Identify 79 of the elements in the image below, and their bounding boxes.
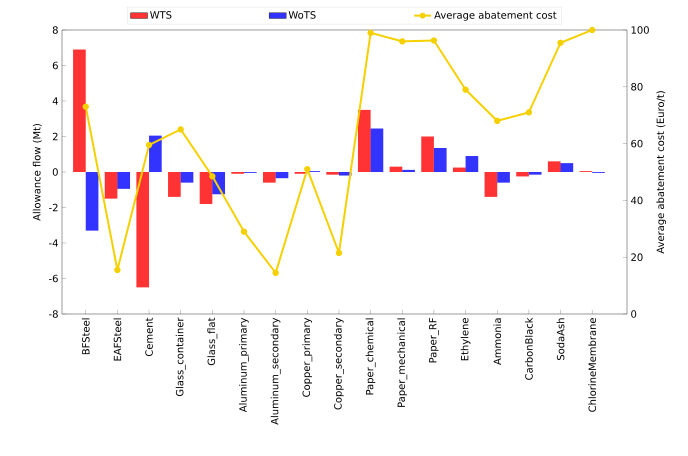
legend-label: WoTS [288,11,316,19]
x-tick-label: SodaAsh [556,318,564,360]
y-tick-label: -2 [49,204,58,212]
point [304,166,311,172]
bar [104,172,118,199]
bar [548,161,561,172]
y-tick-label: -8 [49,310,58,318]
point [526,109,532,116]
point [114,266,121,274]
y-tick-label: 0 [52,168,58,176]
y-tick-label: 2 [52,132,58,140]
x-tick-label: Glass_container [176,318,186,396]
bar [86,172,98,231]
bar [73,50,86,172]
point [178,126,184,133]
point [430,37,438,44]
point [588,26,596,34]
point [399,38,406,45]
y2-tick-label: 40 [631,196,643,204]
legend-label: WTS [150,11,172,19]
x-tick-label: Paper_RF [429,318,439,362]
y2-tick-label: 80 [631,83,643,91]
y-axis-title: Allowance flow (Mt) [32,124,42,221]
legend-label: Average abatement cost [434,11,556,21]
point [336,250,342,256]
bar [466,156,478,172]
y2-axis-title: Average abatement cost (Euro/t) [656,91,666,254]
bar [516,172,529,176]
bar [326,172,339,175]
y-tick-label: -4 [49,239,58,247]
y-tick-label: -6 [49,274,58,282]
y-tick-label: 6 [52,62,58,70]
y-tick-label: 8 [52,26,58,34]
bar [390,166,402,172]
x-tick-label: Copper_secondary [334,318,344,410]
x-tick-label: Glass_flat [207,318,218,366]
y2-tick-label: 100 [632,26,649,34]
point [272,270,279,276]
bar [358,110,371,172]
bar [180,172,194,183]
bar [452,168,466,172]
bar [276,172,288,178]
x-tick-label: Aluminum_primary [239,318,249,412]
bar [421,136,434,172]
point [146,142,152,148]
x-tick-label: Cement [145,318,153,356]
bar [560,163,574,172]
x-tick-label: ChlorineMembrane [588,318,596,412]
bar [497,172,510,183]
x-tick-label: Ammonia [493,318,502,365]
point [367,30,374,36]
bar [484,172,498,197]
bar [528,172,542,175]
bar [262,172,276,183]
x-tick-label: Paper_chemical [366,318,376,394]
bar [434,148,447,172]
x-tick-label: Paper_mechanical [397,318,408,407]
point [82,103,89,110]
y2-tick-label: 60 [631,140,643,148]
x-tick-label: Aluminum_secondary [270,318,281,425]
y2-tick-label: 0 [631,310,636,318]
bar [136,172,150,288]
point [462,86,469,93]
point [494,118,500,124]
bar [168,172,181,197]
x-tick-label: Ethylene [460,318,470,360]
x-tick-label: BFSteel [82,318,90,354]
point [209,173,216,180]
bar [117,172,130,189]
y2-tick-label: 20 [631,253,643,261]
point [557,40,564,46]
x-tick-label: CarbonBlack [525,318,533,380]
bar [370,128,384,172]
bar [149,136,162,172]
x-tick-label: Copper_primary [302,318,312,397]
y-tick-label: 4 [52,97,58,105]
bar [200,172,212,204]
x-tick-label: EAFSteel [114,318,122,360]
point [240,228,248,235]
